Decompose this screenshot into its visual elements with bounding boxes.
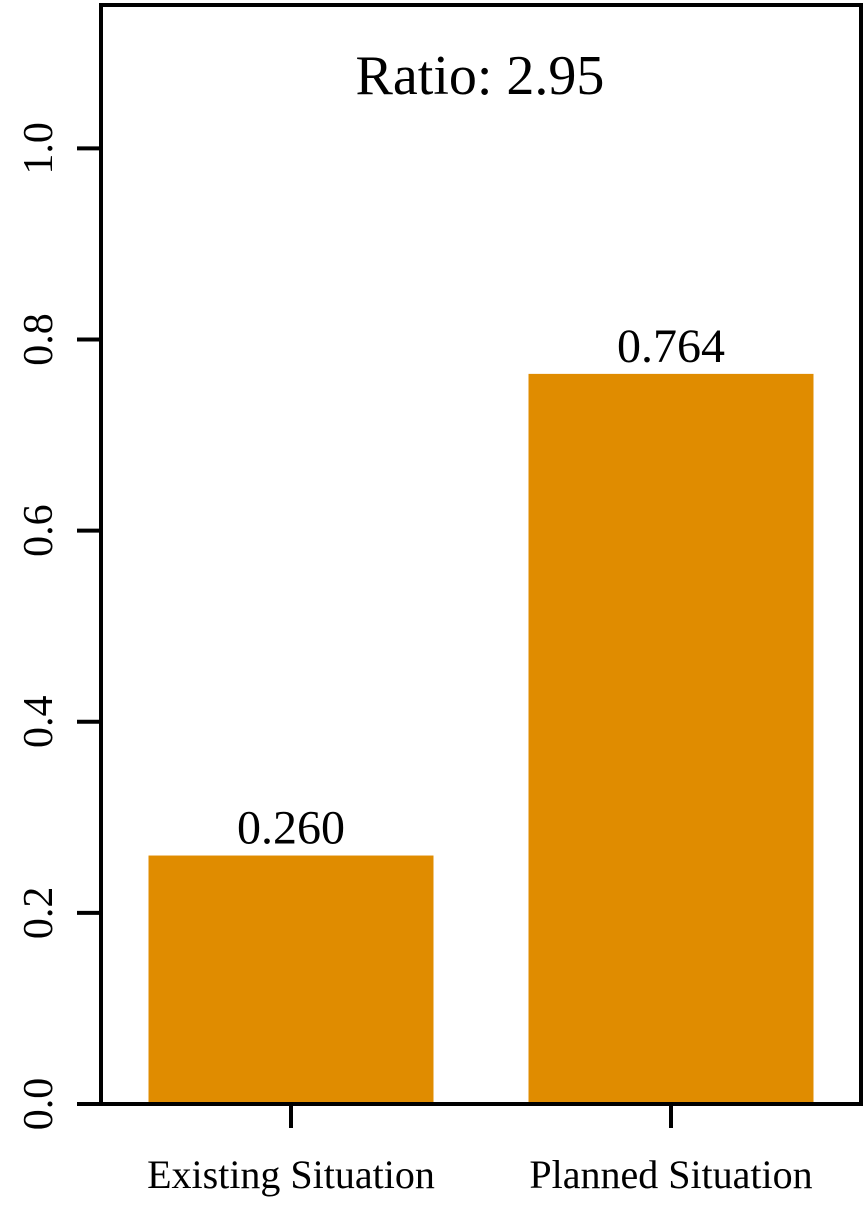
y-tick-label-1: 0.2 [16,887,62,940]
plot-frame [99,3,863,1106]
ratio-annotation: Ratio: 2.95 [356,45,605,107]
bar-0 [148,855,434,1104]
y-axis: 0.0 0.2 0.4 0.6 0.8 1.0 [16,122,101,1130]
bar-1 [528,373,814,1105]
x-tick-label-0: Existing Situation [147,1152,435,1197]
data-label-1: 0.764 [617,320,725,373]
y-tick-label-2: 0.4 [16,695,62,748]
y-tick-label-0: 0.0 [16,1078,62,1131]
x-axis: Existing Situation Planned Situation [147,1104,813,1197]
x-tick-label-1: Planned Situation [529,1152,812,1197]
bars-layer [148,373,814,1105]
y-tick-label-4: 0.8 [16,313,62,366]
data-labels-layer: 0.260 0.764 [237,320,725,855]
data-label-0: 0.260 [237,802,345,855]
y-tick-label-5: 1.0 [16,122,62,175]
y-tick-label-3: 0.6 [16,504,62,557]
